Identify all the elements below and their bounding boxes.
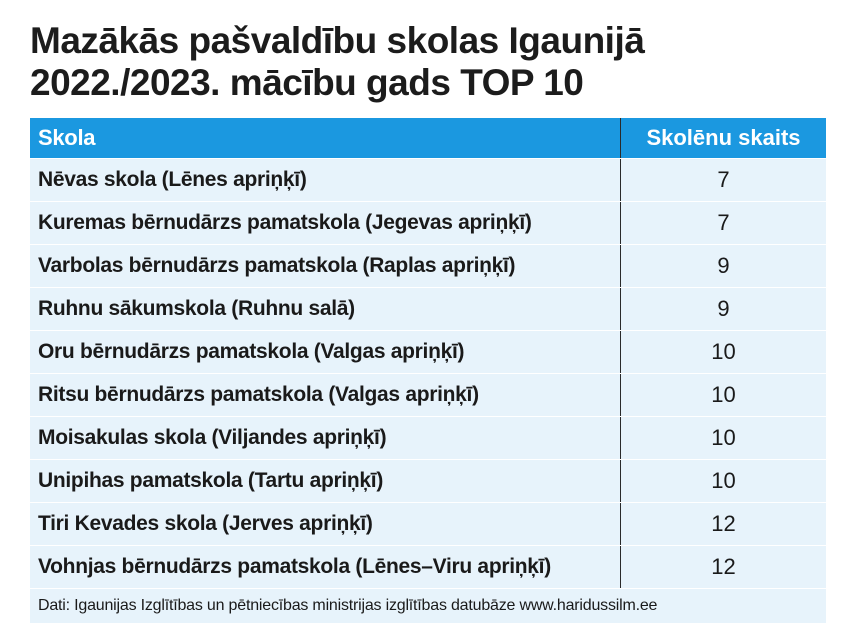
school-name: Varbolas bērnudārzs pamatskola (Raplas a… bbox=[38, 254, 516, 277]
school-name: Ritsu bērnudārzs pamatskola (Valgas apri… bbox=[38, 383, 479, 406]
student-count: 7 bbox=[620, 159, 826, 201]
student-count: 10 bbox=[620, 460, 826, 502]
school-name: Oru bērnudārzs pamatskola (Valgas apriņķ… bbox=[38, 340, 465, 363]
school-name: Tiri Kevades skola (Jerves apriņķī) bbox=[38, 512, 373, 535]
school-name: Ruhnu sākumskola (Ruhnu salā) bbox=[38, 297, 355, 320]
table-row: Kuremas bērnudārzs pamatskola (Jegevas a… bbox=[30, 202, 826, 245]
student-count: 9 bbox=[620, 288, 826, 330]
table-row: Varbolas bērnudārzs pamatskola (Raplas a… bbox=[30, 245, 826, 288]
table-row: Moisakulas skola (Viljandes apriņķī) 10 bbox=[30, 417, 826, 460]
source-note: Dati: Igaunijas Izglītības un pētniecība… bbox=[30, 589, 826, 623]
table-row: Vohnjas bērnudārzs pamatskola (Lēnes–Vir… bbox=[30, 546, 826, 589]
student-count: 7 bbox=[620, 202, 826, 244]
school-name: Vohnjas bērnudārzs pamatskola (Lēnes–Vir… bbox=[38, 555, 551, 578]
student-count: 10 bbox=[620, 417, 826, 459]
school-name: Nēvas skola (Lēnes apriņķī) bbox=[38, 168, 307, 191]
header-count: Skolēnu skaits bbox=[620, 118, 826, 158]
table-row: Unipihas pamatskola (Tartu apriņķī) 10 bbox=[30, 460, 826, 503]
student-count: 12 bbox=[620, 546, 826, 588]
header-school: Skola bbox=[38, 125, 96, 150]
title-line-2: 2022./2023. mācību gads TOP 10 bbox=[30, 62, 584, 103]
student-count: 9 bbox=[620, 245, 826, 287]
student-count: 10 bbox=[620, 374, 826, 416]
school-name: Unipihas pamatskola (Tartu apriņķī) bbox=[38, 469, 384, 492]
student-count: 10 bbox=[620, 331, 826, 373]
school-name: Moisakulas skola (Viljandes apriņķī) bbox=[38, 426, 387, 449]
table-row: Ruhnu sākumskola (Ruhnu salā) 9 bbox=[30, 288, 826, 331]
table-row: Tiri Kevades skola (Jerves apriņķī) 12 bbox=[30, 503, 826, 546]
page-title: Mazākās pašvaldību skolas Igaunijā 2022.… bbox=[30, 20, 830, 104]
school-name: Kuremas bērnudārzs pamatskola (Jegevas a… bbox=[38, 211, 532, 234]
schools-table: Skola Skolēnu skaits Nēvas skola (Lēnes … bbox=[30, 118, 826, 623]
student-count: 12 bbox=[620, 503, 826, 545]
title-line-1: Mazākās pašvaldību skolas Igaunijā bbox=[30, 20, 645, 61]
table-row: Oru bērnudārzs pamatskola (Valgas apriņķ… bbox=[30, 331, 826, 374]
table-header: Skola Skolēnu skaits bbox=[30, 118, 826, 159]
table-row: Ritsu bērnudārzs pamatskola (Valgas apri… bbox=[30, 374, 826, 417]
table-row: Nēvas skola (Lēnes apriņķī) 7 bbox=[30, 159, 826, 202]
